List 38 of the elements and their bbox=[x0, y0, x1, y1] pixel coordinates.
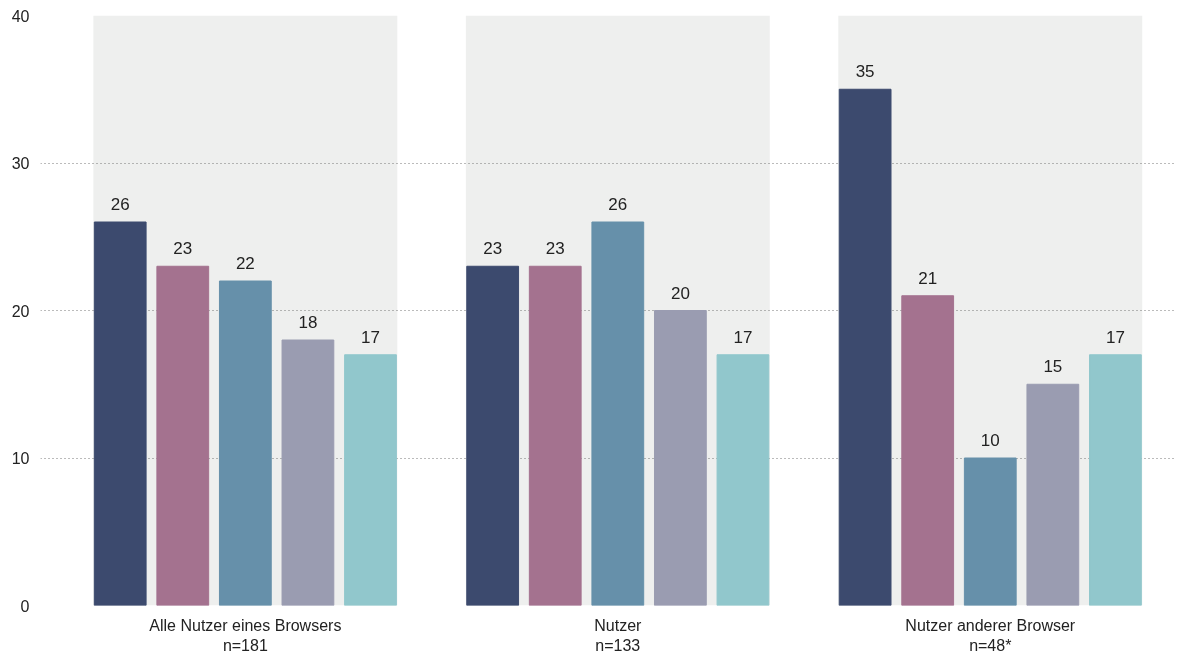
data-label: 23 bbox=[173, 239, 193, 259]
data-label: 21 bbox=[918, 268, 938, 288]
bar bbox=[93, 221, 147, 606]
bar bbox=[344, 354, 397, 606]
x-tick-label: Alle Nutzer eines Browsers n=181 bbox=[149, 616, 342, 654]
data-label: 23 bbox=[483, 239, 503, 259]
bar bbox=[156, 265, 210, 606]
data-label: 15 bbox=[1043, 357, 1063, 377]
data-label: 10 bbox=[980, 431, 1000, 450]
data-label: 26 bbox=[110, 195, 130, 214]
y-tick-label: 0 bbox=[20, 597, 30, 615]
data-label: 17 bbox=[361, 327, 380, 347]
bar bbox=[1026, 383, 1080, 606]
y-tick-label: 20 bbox=[11, 302, 30, 320]
y-tick-label: 30 bbox=[11, 155, 30, 172]
bar bbox=[963, 457, 1017, 606]
x-tick-label: Nutzer n=133 bbox=[594, 616, 643, 654]
bar bbox=[218, 280, 272, 606]
bar bbox=[591, 221, 645, 606]
bar bbox=[466, 265, 520, 606]
data-label: 17 bbox=[1105, 327, 1125, 347]
x-tick-label: Nutzer anderer Browser n=48* bbox=[905, 616, 1076, 654]
bar bbox=[528, 265, 582, 606]
bar bbox=[716, 354, 770, 606]
data-label: 26 bbox=[608, 195, 628, 214]
data-label: 23 bbox=[545, 239, 565, 259]
data-label: 22 bbox=[235, 254, 255, 273]
y-tick-label: 10 bbox=[11, 450, 30, 467]
data-label: 20 bbox=[670, 283, 690, 303]
y-tick-label: 40 bbox=[11, 7, 30, 25]
bar bbox=[901, 295, 955, 606]
data-label: 35 bbox=[855, 62, 875, 82]
data-label: 17 bbox=[733, 327, 753, 347]
bar bbox=[654, 310, 707, 606]
bar bbox=[838, 88, 892, 606]
bar bbox=[281, 339, 335, 606]
bar bbox=[1089, 354, 1142, 606]
data-label: 18 bbox=[298, 313, 318, 332]
